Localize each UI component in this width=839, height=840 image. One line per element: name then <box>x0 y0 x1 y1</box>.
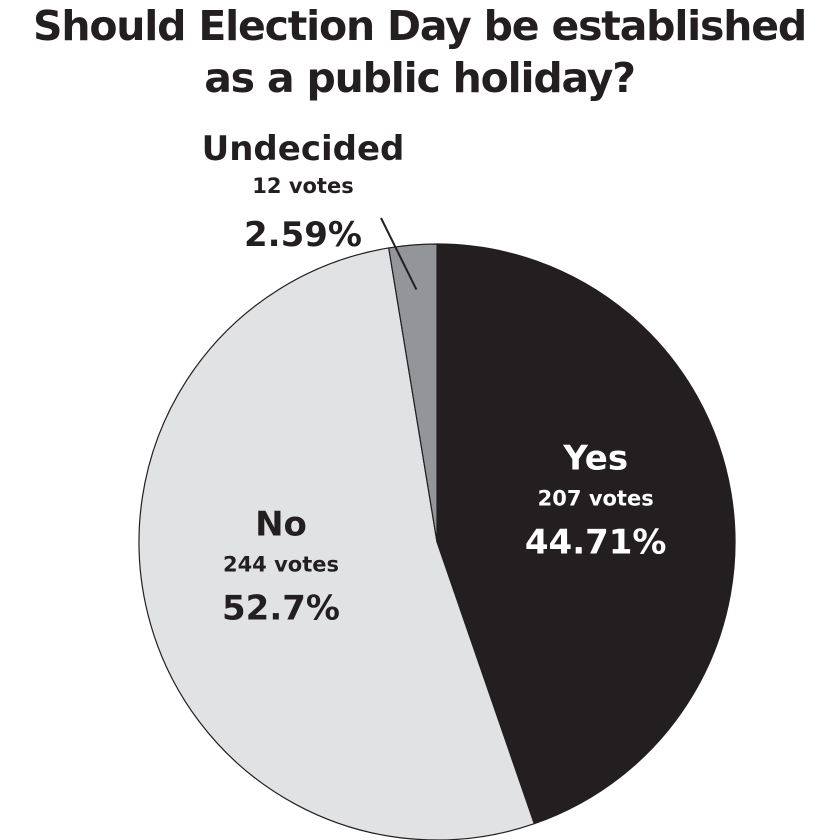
slice-votes-no: 244 votes <box>223 552 339 576</box>
pie-slice-yes <box>436 243 736 825</box>
slice-label-no: No <box>255 504 307 544</box>
slice-percent-yes: 44.71% <box>525 522 667 562</box>
slice-percent-undecided: 2.59% <box>244 215 362 255</box>
slice-label-yes: Yes <box>562 438 628 478</box>
chart-title-line-2: as a public holiday? <box>204 54 636 102</box>
chart-title-line-1: Should Election Day be established <box>33 2 807 50</box>
chart-title: Should Election Day be established as a … <box>0 0 839 104</box>
pie-slice-undecided <box>388 243 438 543</box>
slice-votes-yes: 207 votes <box>538 486 654 510</box>
slice-votes-undecided: 12 votes <box>252 174 353 198</box>
slice-label-undecided: Undecided <box>202 129 405 169</box>
leader-line-undecided <box>380 217 418 290</box>
slice-percent-no: 52.7% <box>222 588 340 628</box>
pie-slice-no <box>138 247 535 840</box>
